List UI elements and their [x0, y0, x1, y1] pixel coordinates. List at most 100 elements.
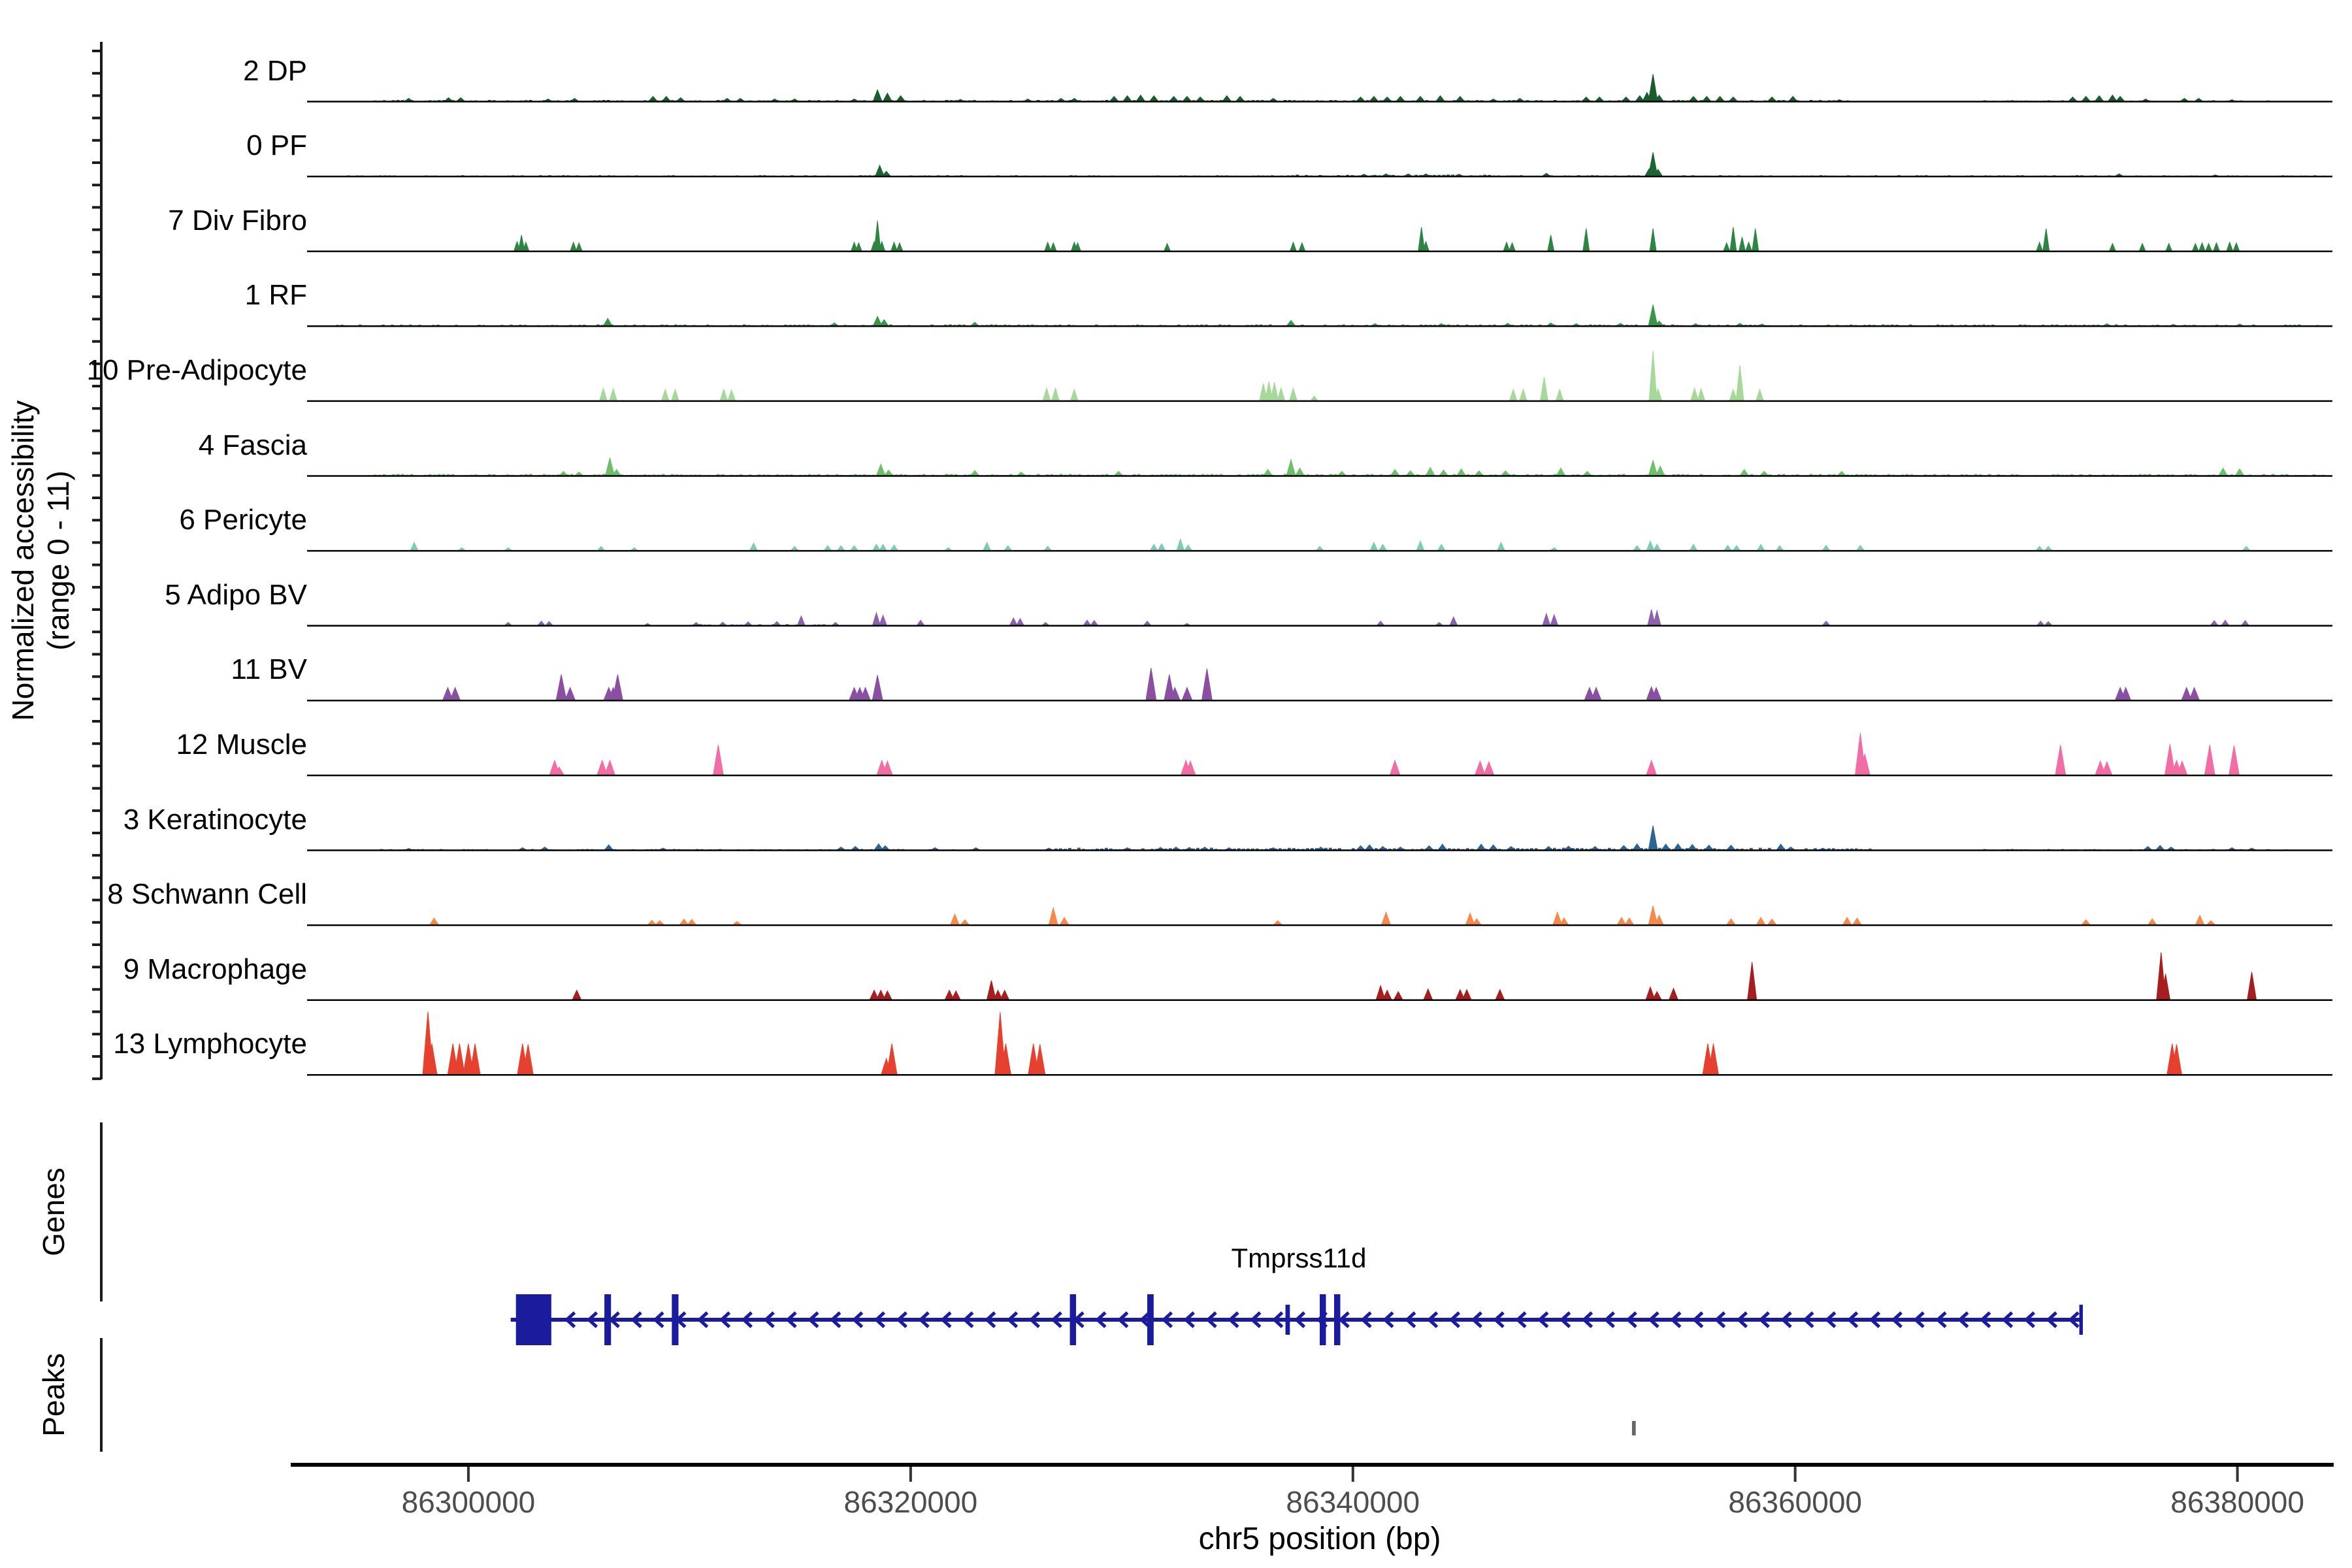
strand-arrow-icon: [1271, 1311, 1284, 1328]
track-label-13-lymphocyte: 13 Lymphocyte: [113, 1028, 307, 1060]
strand-arrow-icon: [2023, 1311, 2036, 1328]
track-label-7-div-fibro: 7 Div Fibro: [168, 204, 307, 237]
strand-arrow-icon: [1891, 1311, 1903, 1328]
strand-arrow-icon: [741, 1311, 753, 1328]
strand-arrow-icon: [1515, 1311, 1527, 1328]
signal-peaks: [602, 304, 2245, 327]
signal-track-5-adipo-bv: [307, 609, 2332, 627]
signal-track-10-pre-adipocyte: [307, 350, 2332, 402]
strand-arrow-icon: [1051, 1311, 1062, 1328]
genes-section-label: Genes: [37, 1168, 71, 1256]
track-label-5-adipo-bv: 5 Adipo BV: [165, 578, 307, 611]
strand-arrow-icon: [940, 1311, 952, 1328]
strand-arrow-icon: [1493, 1311, 1505, 1328]
signal-peaks: [549, 732, 2240, 776]
strand-arrow-icon: [962, 1311, 974, 1328]
strand-arrow-icon: [1228, 1311, 1239, 1328]
track-label-6-pericyte: 6 Pericyte: [179, 504, 307, 536]
strand-arrow-icon: [984, 1311, 996, 1328]
signal-track-8-schwann-cell: [307, 905, 2332, 926]
strand-arrow-icon: [1205, 1311, 1217, 1328]
strand-arrow-icon: [1803, 1311, 1814, 1328]
signal-peaks: [402, 74, 2237, 102]
y-axis-title-line1: Normalized accessibility: [6, 400, 40, 721]
gene-exon: [1334, 1294, 1341, 1345]
y-axis-bracket: [92, 42, 103, 1081]
strand-arrow-icon: [564, 1311, 576, 1328]
peaks-section-label: Peaks: [37, 1353, 71, 1437]
track-label-10-pre-adipocyte: 10 Pre-Adipocyte: [86, 353, 307, 386]
strand-arrow-icon: [1183, 1311, 1195, 1328]
track-label-1-rf: 1 RF: [244, 279, 307, 312]
signal-noise: [368, 474, 2325, 476]
strand-arrow-icon: [1471, 1311, 1482, 1328]
strand-arrow-icon: [874, 1311, 886, 1328]
strand-arrow-icon: [1957, 1311, 1969, 1328]
strand-arrow-icon: [586, 1311, 598, 1328]
strand-arrow-icon: [1426, 1311, 1439, 1328]
signal-peaks: [558, 457, 2245, 476]
signal-track-0-pf: [307, 152, 2332, 178]
gene-exon: [1070, 1294, 1077, 1345]
track-label-0-pf: 0 PF: [246, 129, 307, 162]
strand-arrow-icon: [1006, 1311, 1019, 1328]
strand-arrow-icon: [1250, 1311, 1262, 1328]
strand-arrow-icon: [808, 1311, 819, 1328]
x-tick-label-86320000: 86320000: [843, 1485, 978, 1519]
strand-arrow-icon: [719, 1311, 731, 1328]
y-axis-title: Normalized accessibility (range 0 - 11): [5, 400, 76, 721]
signal-peaks: [874, 152, 2220, 177]
strand-arrow-icon: [1360, 1311, 1372, 1328]
signal-peaks: [503, 609, 2250, 627]
strand-arrow-icon: [1028, 1311, 1040, 1328]
track-label-4-fascia: 4 Fascia: [198, 429, 307, 461]
gene-exon: [604, 1294, 612, 1345]
strand-arrow-icon: [1537, 1311, 1549, 1328]
strand-arrow-icon: [1559, 1311, 1571, 1328]
strand-arrow-icon: [1825, 1311, 1837, 1328]
strand-arrow-icon: [785, 1311, 797, 1328]
gene-name-label: Tmprss11d: [1231, 1243, 1367, 1273]
track-label-11-bv: 11 BV: [231, 653, 307, 686]
gene-exon: [2079, 1305, 2083, 1335]
signal-track-9-macrophage: [307, 952, 2332, 1001]
strand-arrow-icon: [1161, 1311, 1173, 1328]
strand-arrow-icon: [1869, 1311, 1881, 1328]
strand-arrow-icon: [630, 1311, 642, 1328]
strand-arrow-icon: [1780, 1311, 1792, 1328]
strand-arrow-icon: [1935, 1311, 1947, 1328]
strand-arrow-icon: [1625, 1311, 1637, 1328]
x-axis-title: chr5 position (bp): [1198, 1522, 1441, 1556]
strand-arrow-icon: [1581, 1311, 1593, 1328]
signal-track-13-lymphocyte: [307, 1011, 2332, 1076]
strand-arrow-icon: [608, 1311, 620, 1328]
strand-arrow-icon: [1648, 1311, 1659, 1328]
strand-arrow-icon: [2068, 1311, 2080, 1328]
strand-arrow-icon: [1095, 1311, 1107, 1328]
strand-arrow-icon: [1294, 1311, 1306, 1328]
strand-arrow-icon: [696, 1311, 709, 1328]
strand-arrow-icon: [1448, 1311, 1461, 1328]
signal-peaks: [598, 350, 1765, 402]
signal-track-2-dp: [307, 74, 2332, 103]
strand-arrow-icon: [1846, 1311, 1859, 1328]
gene-exon: [672, 1294, 679, 1345]
strand-arrow-icon: [1714, 1311, 1726, 1328]
x-tick-label-86300000: 86300000: [401, 1485, 536, 1519]
strand-arrow-icon: [851, 1311, 864, 1328]
track-label-12-muscle: 12 Muscle: [176, 728, 307, 760]
peaks-track: [1631, 1421, 1636, 1435]
gene-model-Tmprss11d: [510, 1294, 2083, 1345]
strand-arrow-icon: [2001, 1311, 2014, 1328]
gene-exon: [1320, 1294, 1326, 1345]
x-tick-label-86360000: 86360000: [1728, 1485, 1863, 1519]
track-label-2-dp: 2 DP: [243, 54, 307, 87]
y-axis-title-line2: (range 0 - 11): [41, 470, 75, 651]
strand-arrow-icon: [1670, 1311, 1682, 1328]
peak-interval-marker: [1631, 1421, 1636, 1435]
x-tick-label-86340000: 86340000: [1286, 1485, 1420, 1519]
strand-arrow-icon: [1691, 1311, 1704, 1328]
track-label-3-keratinocyte: 3 Keratinocyte: [123, 803, 307, 836]
signal-peaks: [442, 668, 2200, 701]
